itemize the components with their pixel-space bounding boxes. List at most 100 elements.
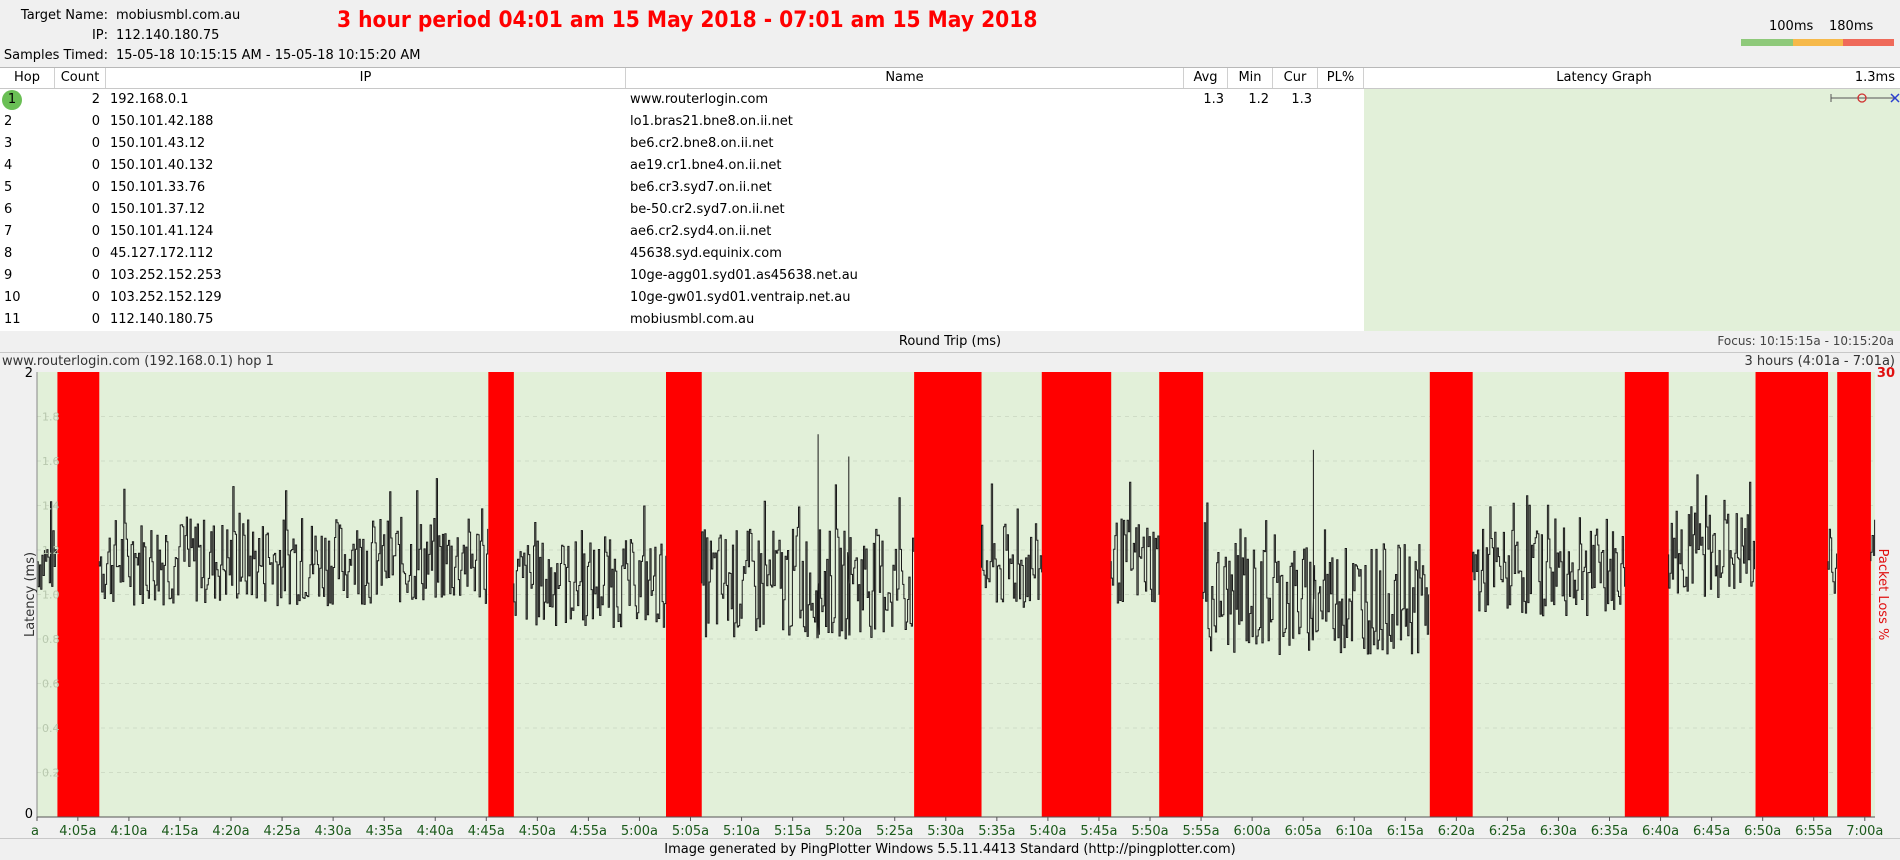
hop-ip-cell: 150.101.37.12 (110, 202, 206, 217)
hop-cur-cell (1280, 309, 1312, 331)
hop-row[interactable]: 10 0 103.252.152.129 10ge-gw01.syd01.ventra… (0, 287, 1364, 309)
hop-ip-cell: 150.101.42.188 (110, 114, 214, 129)
hop-avg-cell (1190, 177, 1224, 199)
x-tick-label: 6:00a (1234, 824, 1271, 838)
report-header: Target Name: mobiusmbl.com.au IP: 112.14… (0, 0, 1900, 67)
hop-avg-cell (1190, 111, 1224, 133)
footer-credit: Image generated by PingPlotter Windows 5… (0, 838, 1900, 860)
hop-row[interactable]: 6 0 150.101.37.12 be-50.cr2.syd7.on.ii.net (0, 199, 1364, 221)
col-header-ip[interactable]: IP (106, 68, 626, 88)
hop-min-cell (1235, 155, 1269, 177)
hop-count-cell: 0 (91, 224, 100, 239)
x-tick-label: 5:10a (723, 824, 760, 838)
hop-cur-cell (1280, 199, 1312, 221)
col-header-avg[interactable]: Avg (1184, 68, 1228, 88)
hop-min-cell: 1.2 (1248, 92, 1269, 107)
col-header-hop[interactable]: Hop (0, 68, 55, 88)
hop-avg-cell (1190, 309, 1224, 331)
grid-value-label: 1.6 (42, 455, 60, 468)
hop-ip-cell: 150.101.33.76 (110, 180, 206, 195)
hop-row[interactable]: 7 0 150.101.41.124 ae6.cr2.syd4.on.ii.net (0, 221, 1364, 243)
ip-label: IP: (91, 28, 108, 43)
hop-cur-cell (1280, 177, 1312, 199)
hop-hop-cell: 11 (4, 312, 21, 327)
hop-min-cell (1235, 287, 1269, 309)
x-tick-label: 4:35a (366, 824, 403, 838)
packet-loss-bar (914, 372, 982, 817)
col-header-count[interactable]: Count (55, 68, 106, 88)
target-name-label: Target Name: (20, 8, 108, 23)
x-tick-label: 4:55a (570, 824, 607, 838)
hop-row[interactable]: 5 0 150.101.33.76 be6.cr3.syd7.on.ii.net (0, 177, 1364, 199)
hop-name-cell: be6.cr2.bne8.on.ii.net (630, 136, 774, 151)
hop-row[interactable]: 11 0 112.140.180.75 mobiusmbl.com.au (0, 309, 1364, 331)
x-tick-label: 5:20a (825, 824, 862, 838)
col-header-pl[interactable]: PL% (1318, 68, 1364, 88)
col-header-min[interactable]: Min (1228, 68, 1273, 88)
grid-value-label: 0.6 (42, 678, 60, 691)
x-tick-label: 6:05a (1285, 824, 1322, 838)
latency-line (1668, 474, 1755, 598)
col-header-name[interactable]: Name (626, 68, 1184, 88)
grid-value-label: 1.8 (42, 411, 60, 424)
hop-name-cell: 10ge-agg01.syd01.as45638.net.au (630, 268, 858, 283)
legend-orange-segment (1793, 39, 1843, 46)
hop-row[interactable]: 1 2 192.168.0.1 www.routerlogin.com 1.3 1.2 1.… (0, 89, 1364, 111)
x-tick-label: a (31, 824, 39, 838)
packet-loss-bar (57, 372, 100, 817)
hop-name-cell: www.routerlogin.com (630, 92, 769, 107)
hop-name-cell: be-50.cr2.syd7.on.ii.net (630, 202, 785, 217)
hop-hop-cell: 1 (2, 89, 44, 111)
hop-hop-cell: 8 (4, 246, 13, 261)
col-header-latency-graph[interactable]: Latency Graph (1556, 70, 1652, 85)
hop-hop-cell: 7 (4, 224, 13, 239)
hop-ip-cell: 112.140.180.75 (110, 312, 214, 327)
latency-line (1110, 481, 1160, 604)
grid-value-label: 0.4 (42, 722, 60, 735)
hop-name-cell: ae6.cr2.syd4.on.ii.net (630, 224, 772, 239)
round-trip-bar: Round Trip (ms) Focus: 10:15:15a - 10:15… (0, 331, 1900, 353)
grid-value-label: 1.2 (42, 544, 60, 557)
hop-cur-cell: 1.3 (1291, 92, 1312, 107)
x-tick-label: 4:30a (315, 824, 352, 838)
hop-ip-cell: 103.252.152.129 (110, 290, 222, 305)
x-tick-label: 5:50a (1131, 824, 1168, 838)
x-tick-label: 5:30a (927, 824, 964, 838)
hop-name-cell: be6.cr3.syd7.on.ii.net (630, 180, 772, 195)
packet-loss-bar (1041, 372, 1112, 817)
hop-status-dot: 1 (2, 90, 22, 110)
hop-hop-cell: 10 (4, 290, 21, 305)
y2-axis-title: Packet Loss % (1875, 549, 1890, 641)
hop-min-cell (1235, 133, 1269, 155)
hop-ip-cell: 103.252.152.253 (110, 268, 222, 283)
y-tick-label: 2 (25, 366, 33, 381)
latency-line (98, 478, 489, 607)
x-tick-label: 4:05a (59, 824, 96, 838)
hop-count-cell: 2 (91, 92, 100, 107)
hop-row[interactable]: 4 0 150.101.40.132 ae19.cr1.bne4.on.ii.net (0, 155, 1364, 177)
hop-ip-cell: 150.101.40.132 (110, 158, 214, 173)
x-tick-label: 4:45a (468, 824, 505, 838)
hop-name-cell: ae19.cr1.bne4.on.ii.net (630, 158, 782, 173)
latency-line (1472, 495, 1626, 617)
ip-value: 112.140.180.75 (116, 28, 220, 43)
hop-hop-cell: 5 (4, 180, 13, 195)
hop-row[interactable]: 9 0 103.252.152.253 10ge-agg01.syd01.as4563… (0, 265, 1364, 287)
round-trip-graph[interactable]: 2 0 0.2 0.4 0.6 0.8 1.0 1.2 1.4 1.6 1.8 30 Latency (… (0, 366, 1900, 838)
x-tick-label: 5:55a (1182, 824, 1219, 838)
hop-cur-cell (1280, 155, 1312, 177)
hop-name-cell: 45638.syd.equinix.com (630, 246, 782, 261)
hop-min-cell (1235, 265, 1269, 287)
hop-row[interactable]: 2 0 150.101.42.188 lo1.bras21.bne8.on.ii.ne… (0, 111, 1364, 133)
col-header-cur[interactable]: Cur (1273, 68, 1318, 88)
hop-row[interactable]: 3 0 150.101.43.12 be6.cr2.bne8.on.ii.net (0, 133, 1364, 155)
packet-loss-bar (488, 372, 514, 817)
hop-count-cell: 0 (91, 246, 100, 261)
x-tick-label: 4:10a (110, 824, 147, 838)
hop-count-cell: 0 (91, 180, 100, 195)
hop-row[interactable]: 8 0 45.127.172.112 45638.syd.equinix.com (0, 243, 1364, 265)
x-tick-label: 7:00a (1846, 824, 1883, 838)
x-tick-label: 4:15a (161, 824, 198, 838)
x-tick-label: 5:15a (774, 824, 811, 838)
x-tick-label: 4:50a (519, 824, 556, 838)
